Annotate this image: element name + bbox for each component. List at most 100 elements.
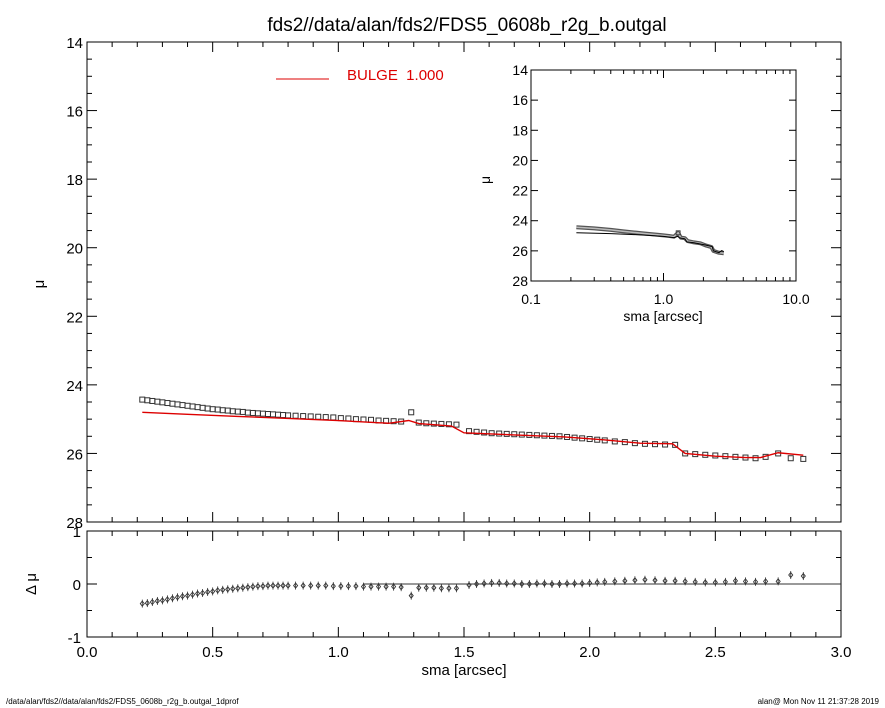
data-point (300, 413, 307, 420)
residual-point (446, 585, 452, 592)
data-point (330, 414, 337, 421)
data-point (481, 429, 488, 436)
residual-point (174, 594, 181, 601)
plot-title: fds2//data/alan/fds2/FDS5_0608b_r2g_b.ou… (267, 15, 666, 36)
data-point (164, 400, 171, 407)
residual-point (265, 582, 271, 589)
residual-point (220, 586, 226, 594)
inset-panel: 14 16 18 20 22 24 26 28 0.1 1.0 10.0 μ sma [arcse… (477, 62, 810, 324)
data-point (179, 402, 186, 409)
data-point (269, 411, 276, 418)
main-y-tick-label: 22 (66, 309, 83, 326)
main-profile-panel: 14 16 18 20 22 24 26 28 μ BULGE 1.000 (31, 35, 842, 532)
residual-point (300, 582, 306, 589)
main-y-tick-label: 16 (66, 104, 83, 121)
residual-point (293, 582, 299, 589)
residual-y-tick-label: 1 (73, 524, 81, 541)
residual-point (594, 579, 600, 586)
residual-point (398, 583, 404, 591)
residual-point (541, 580, 548, 587)
bulge-model-line (142, 411, 804, 459)
residual-point (315, 582, 321, 589)
residual-point (275, 582, 281, 589)
residual-point (612, 578, 618, 585)
residual-panel: 1 0 -1 0.0 0.5 1.0 1.5 2.0 2.5 3.0 Δ μ sma [arcs… (23, 524, 851, 679)
residual-point (149, 598, 155, 606)
residual-point (280, 582, 286, 589)
data-point (264, 411, 271, 417)
main-y-axis-label: μ (31, 280, 48, 289)
residual-point (255, 582, 261, 590)
residual-point (189, 591, 196, 598)
footer-timestamp: alan@ Mon Nov 11 21:37:28 2019 (757, 697, 879, 706)
residual-point (250, 583, 256, 590)
residual-point (408, 592, 414, 599)
residual-point (195, 590, 201, 597)
residual-series-group (139, 570, 841, 608)
residual-point (285, 582, 291, 589)
residual-x-axis: 0.0 0.5 1.0 1.5 2.0 2.5 3.0 (77, 531, 852, 661)
residual-point (602, 578, 608, 586)
residual-x-tick-label: 3.0 (831, 644, 852, 661)
data-point (154, 398, 161, 405)
residual-point (473, 580, 480, 588)
inset-plot-frame (530, 69, 797, 282)
data-point (445, 421, 452, 428)
data-point (408, 409, 415, 416)
data-point (184, 402, 191, 409)
data-point (430, 420, 437, 427)
residual-point (642, 576, 648, 583)
residual-point (763, 578, 769, 585)
residual-point (742, 578, 749, 585)
residual-point (235, 585, 241, 592)
residual-point (139, 600, 145, 607)
data-point (800, 455, 807, 462)
main-series-group (139, 396, 807, 462)
main-x-ticks (86, 42, 842, 522)
main-y-tick-label: 18 (66, 172, 83, 189)
residual-point (368, 583, 374, 590)
residual-point (345, 582, 351, 590)
inset-x-tick-label: 10.0 (782, 291, 809, 307)
data-point (144, 397, 151, 404)
inset-x-axis: 0.1 1.0 10.0 (521, 70, 810, 307)
residual-point (732, 577, 739, 585)
inset-y-axis-label: μ (477, 176, 493, 184)
residual-point (159, 597, 165, 604)
residual-x-tick-label: 2.0 (579, 644, 600, 661)
inset-outlier-point (675, 230, 681, 236)
residual-y-axis: 1 0 -1 (68, 524, 841, 647)
residual-point (496, 579, 502, 587)
residual-point (579, 580, 585, 587)
residual-point (383, 583, 389, 590)
residual-point (511, 580, 517, 587)
residual-point (353, 582, 359, 590)
residual-point (722, 578, 728, 586)
residual-point (200, 589, 206, 597)
legend-label-bulge: BULGE 1.000 (347, 67, 444, 84)
main-y-tick-label: 20 (66, 241, 83, 258)
residual-point (504, 580, 510, 587)
residual-x-tick-label: 0.5 (202, 644, 223, 661)
inset-y-tick-label: 28 (512, 273, 528, 289)
data-point (259, 410, 266, 417)
inset-y-tick-label: 24 (512, 213, 528, 229)
data-point (488, 430, 495, 437)
residual-x-tick-label: 1.0 (328, 644, 349, 661)
data-point (275, 411, 282, 418)
data-point (672, 441, 679, 448)
residual-point (210, 588, 216, 595)
inset-x-tick-label: 0.1 (521, 291, 541, 307)
residual-point (519, 580, 525, 588)
residual-point (752, 578, 759, 586)
footer-file-path: /data/alan/fds2//data/alan/fds2/FDS5_060… (6, 697, 239, 706)
inset-model-line (576, 232, 724, 254)
residual-point (270, 582, 276, 589)
inset-y-tick-label: 20 (512, 152, 528, 168)
residual-point (423, 584, 429, 591)
residual-point (692, 578, 698, 586)
residual-point (652, 577, 658, 584)
inset-x-axis-label: sma [arcsec] (623, 308, 702, 324)
residual-point (164, 596, 171, 603)
residual-point (225, 586, 231, 593)
